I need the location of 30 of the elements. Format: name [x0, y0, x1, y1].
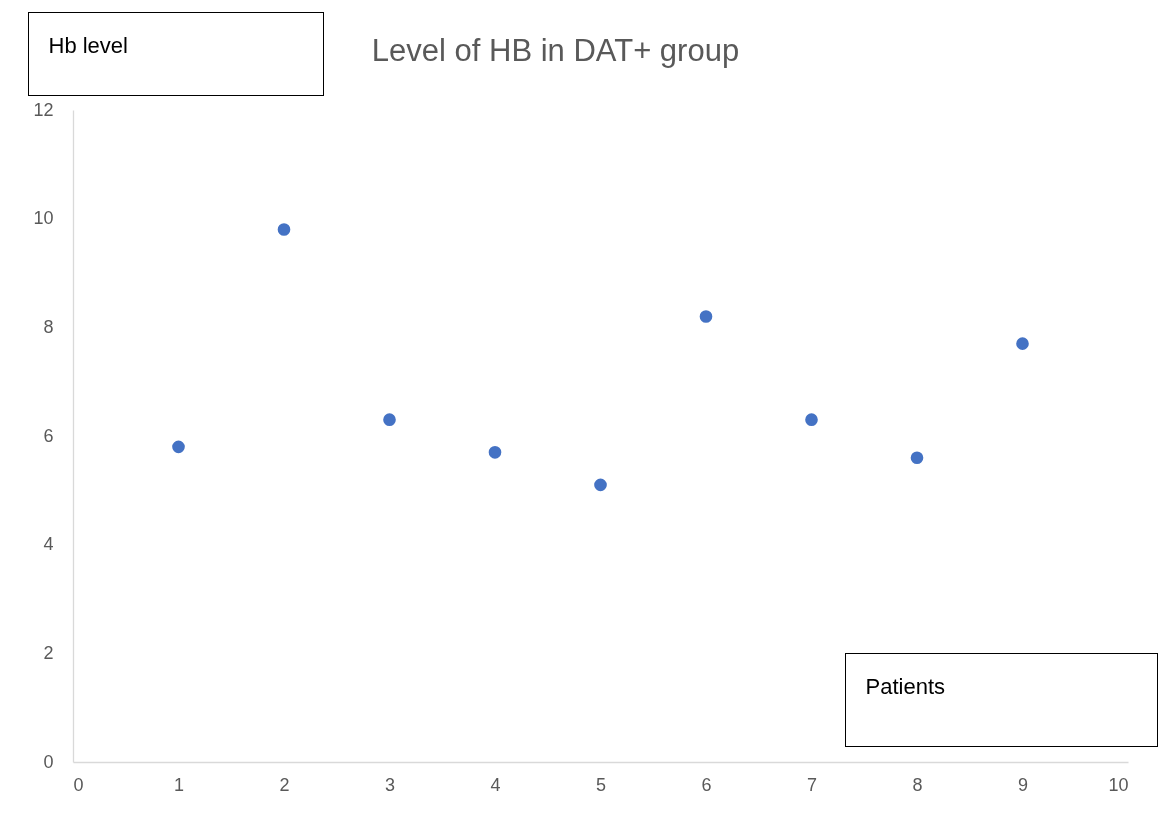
y-tick-label: 10	[33, 208, 54, 229]
x-tick-label: 5	[595, 774, 607, 795]
x-tick-label: 9	[1017, 774, 1029, 795]
x-tick-label: 2	[279, 774, 290, 795]
x-tick-label: 8	[912, 774, 923, 795]
point	[1016, 337, 1029, 350]
y-tick-label: 2	[43, 642, 54, 663]
point	[488, 445, 502, 459]
point	[172, 440, 185, 454]
point	[383, 413, 396, 427]
y-tick-label: 8	[43, 316, 54, 337]
x-tick-label: 7	[806, 774, 818, 795]
x-tick-label: 6	[701, 774, 712, 795]
point	[699, 310, 713, 323]
x-tick-label: 0	[73, 774, 84, 795]
y-tick-label: 12	[33, 99, 54, 120]
x-tick-label: 10	[1108, 774, 1129, 795]
point	[805, 413, 818, 427]
chart-title: Level of HB in DAT+ group	[371, 33, 740, 68]
y-tick-label: 4	[43, 534, 54, 555]
x-tick-label: 4	[490, 774, 501, 795]
point	[277, 223, 291, 236]
point	[594, 478, 607, 492]
x-tick-label: 1	[173, 774, 185, 795]
x-tick-label: 3	[384, 774, 396, 795]
x-axis-title: Patients	[865, 673, 945, 699]
y-tick-label: 6	[43, 425, 54, 446]
point	[910, 451, 924, 465]
y-axis-title: Hb level	[48, 32, 128, 58]
y-tick-label: 0	[43, 751, 54, 772]
